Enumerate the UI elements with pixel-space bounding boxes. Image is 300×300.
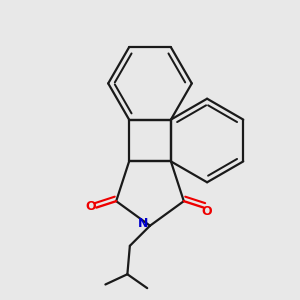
Text: O: O [85,200,96,213]
Text: N: N [138,217,148,230]
Text: O: O [201,205,212,218]
